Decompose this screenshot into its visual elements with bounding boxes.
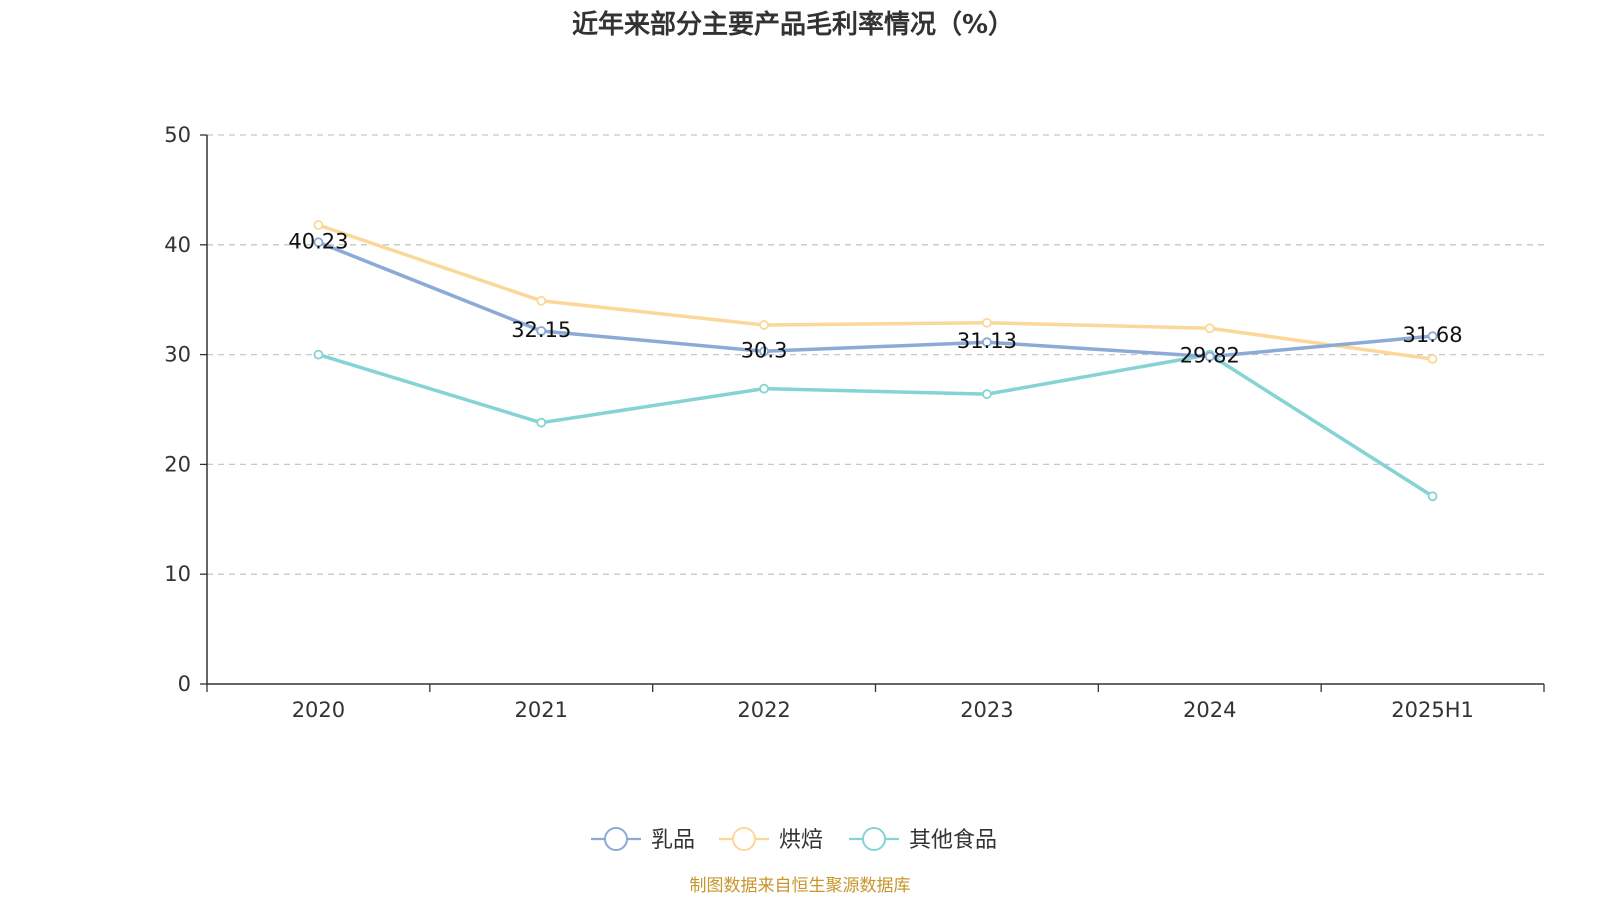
data-point[interactable] (1204, 351, 1215, 362)
y-tick-label: 30 (164, 343, 191, 367)
legend-swatch-marker (732, 827, 756, 851)
chart-title: 近年来部分主要产品毛利率情况（%） (572, 9, 1014, 40)
legend-label: 烘焙 (779, 828, 823, 853)
data-label: 30.3 (741, 338, 788, 362)
axes: 0 10 20 30 40 50 2020 2021 2022 2023 2024 2025H1 (164, 123, 1545, 722)
data-point[interactable] (313, 220, 324, 230)
legend[interactable]: 乳品 烘焙 其他食品 (591, 827, 997, 853)
data-point[interactable] (759, 320, 769, 330)
data-point[interactable] (536, 417, 547, 428)
data-label: 31.68 (1403, 323, 1463, 347)
data-point[interactable] (982, 389, 992, 400)
x-tick-label: 2024 (1183, 698, 1236, 722)
x-tick-label: 2025H1 (1391, 698, 1474, 722)
x-tick-label: 2021 (515, 698, 568, 722)
series-line (316, 240, 1435, 359)
data-point[interactable] (536, 295, 547, 306)
data-labels: 40.23 32.15 30.3 31.13 29.82 31.68 (288, 229, 1462, 367)
data-point[interactable] (536, 326, 547, 336)
data-label: 32.15 (511, 318, 571, 342)
series-0 (313, 237, 1438, 362)
data-point[interactable] (1427, 354, 1438, 364)
data-label: 31.13 (957, 329, 1017, 353)
y-tick-label: 0 (178, 672, 191, 696)
series-2 (313, 349, 1438, 502)
legend-label: 其他食品 (909, 828, 997, 853)
data-point[interactable] (313, 349, 324, 360)
series-lines (313, 220, 1438, 502)
y-tick-label: 20 (164, 452, 191, 476)
data-point[interactable] (1204, 323, 1215, 334)
data-point[interactable] (982, 337, 992, 348)
series-1 (313, 220, 1438, 364)
data-label: 40.23 (288, 229, 348, 253)
legend-item[interactable]: 烘焙 (719, 827, 823, 853)
grid-lines (207, 134, 1544, 575)
y-tick-label: 10 (164, 562, 191, 586)
series-line (316, 223, 1435, 361)
data-point[interactable] (982, 317, 992, 328)
y-tick-label: 50 (164, 123, 191, 147)
legend-label: 乳品 (651, 828, 695, 853)
legend-swatch-marker (862, 827, 886, 851)
data-point[interactable] (313, 237, 324, 248)
legend-item[interactable]: 其他食品 (849, 827, 997, 853)
y-tick-label: 40 (164, 233, 191, 257)
data-point[interactable] (1427, 331, 1438, 342)
data-point[interactable] (759, 346, 769, 357)
data-point[interactable] (1427, 491, 1438, 502)
legend-swatch-marker (604, 827, 628, 851)
legend-item[interactable]: 乳品 (591, 827, 695, 853)
x-tick-label: 2022 (737, 698, 790, 722)
x-tick-label: 2020 (292, 698, 345, 722)
series-line (316, 352, 1435, 498)
source-note: 制图数据来自恒生聚源数据库 (690, 876, 911, 896)
data-point[interactable] (759, 383, 769, 394)
x-tick-label: 2023 (960, 698, 1013, 722)
data-label: 29.82 (1180, 344, 1240, 368)
